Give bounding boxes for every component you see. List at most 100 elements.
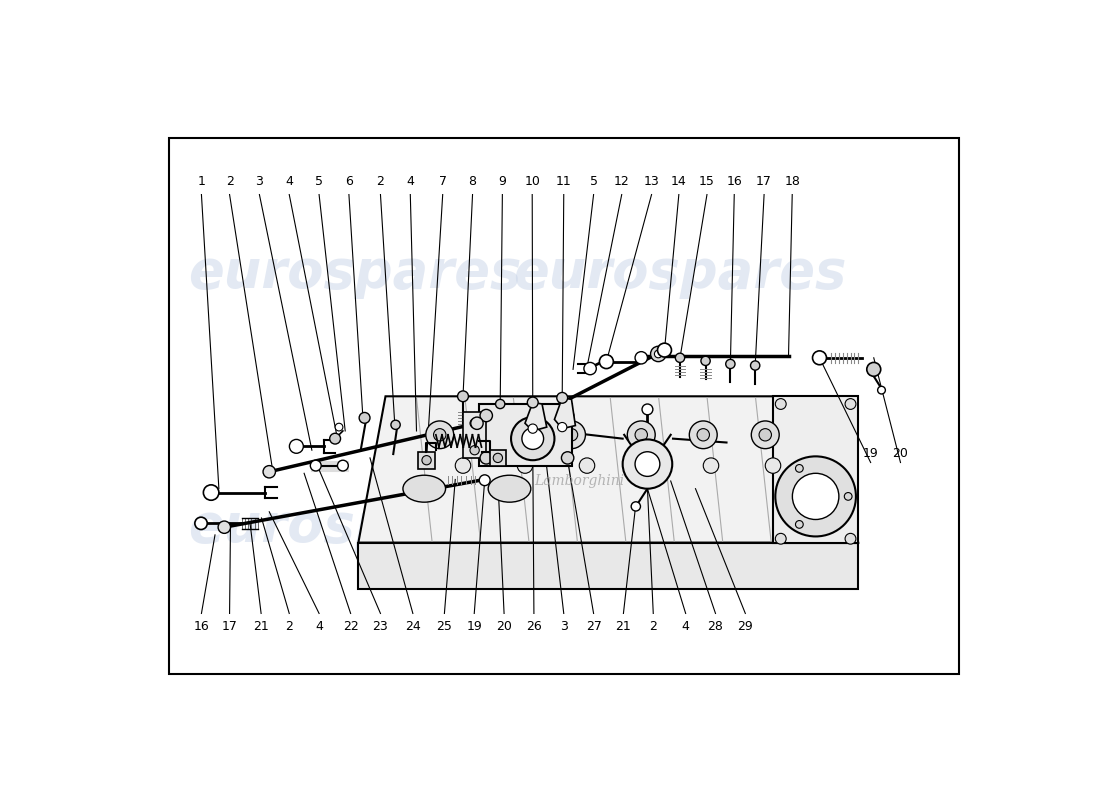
Text: 4: 4 bbox=[682, 619, 690, 633]
Circle shape bbox=[697, 429, 710, 441]
Circle shape bbox=[654, 350, 662, 358]
Text: 16: 16 bbox=[194, 619, 209, 633]
Circle shape bbox=[310, 460, 321, 471]
Text: 3: 3 bbox=[255, 175, 263, 188]
Circle shape bbox=[627, 421, 656, 449]
Circle shape bbox=[726, 359, 735, 369]
Circle shape bbox=[338, 460, 349, 471]
Text: 8: 8 bbox=[469, 175, 476, 188]
Circle shape bbox=[263, 466, 275, 478]
Circle shape bbox=[394, 423, 397, 426]
Polygon shape bbox=[359, 396, 858, 542]
Circle shape bbox=[776, 398, 786, 410]
Circle shape bbox=[558, 421, 585, 449]
Ellipse shape bbox=[488, 475, 531, 502]
Polygon shape bbox=[554, 398, 575, 429]
Bar bbox=[418, 452, 436, 469]
Circle shape bbox=[470, 418, 480, 428]
Circle shape bbox=[584, 362, 596, 374]
Circle shape bbox=[480, 452, 493, 464]
Circle shape bbox=[195, 517, 207, 530]
Text: 16: 16 bbox=[726, 175, 742, 188]
Bar bbox=[463, 412, 486, 458]
Circle shape bbox=[776, 534, 786, 544]
Bar bbox=[168, 138, 959, 674]
Text: 21: 21 bbox=[616, 619, 631, 633]
Text: 1: 1 bbox=[198, 175, 206, 188]
Circle shape bbox=[471, 417, 483, 430]
Circle shape bbox=[813, 351, 826, 365]
Circle shape bbox=[641, 458, 657, 474]
Text: 17: 17 bbox=[221, 619, 238, 633]
Circle shape bbox=[878, 386, 886, 394]
Circle shape bbox=[426, 421, 453, 449]
Text: 15: 15 bbox=[698, 175, 715, 188]
Text: 9: 9 bbox=[498, 175, 506, 188]
Circle shape bbox=[661, 347, 668, 353]
Circle shape bbox=[635, 429, 648, 441]
Circle shape bbox=[330, 434, 341, 444]
Circle shape bbox=[336, 423, 343, 431]
Text: 18: 18 bbox=[784, 175, 800, 188]
Text: 20: 20 bbox=[496, 619, 512, 633]
Text: 13: 13 bbox=[644, 175, 659, 188]
Circle shape bbox=[455, 458, 471, 474]
Circle shape bbox=[561, 452, 574, 464]
Text: 27: 27 bbox=[585, 619, 602, 633]
Text: 7: 7 bbox=[439, 175, 447, 188]
Circle shape bbox=[751, 421, 779, 449]
Circle shape bbox=[644, 460, 651, 468]
Text: eurospares: eurospares bbox=[188, 501, 521, 554]
Circle shape bbox=[623, 439, 672, 489]
Circle shape bbox=[561, 410, 574, 422]
Text: 2: 2 bbox=[226, 175, 233, 188]
Text: 25: 25 bbox=[437, 619, 452, 633]
Circle shape bbox=[845, 493, 853, 500]
Bar bbox=[491, 450, 506, 466]
Circle shape bbox=[603, 358, 609, 365]
Circle shape bbox=[816, 354, 823, 361]
Text: 19: 19 bbox=[466, 619, 482, 633]
Circle shape bbox=[517, 458, 532, 474]
Circle shape bbox=[390, 420, 400, 430]
Text: 12: 12 bbox=[614, 175, 629, 188]
Circle shape bbox=[650, 346, 667, 362]
Circle shape bbox=[690, 421, 717, 449]
Text: 2: 2 bbox=[376, 175, 384, 188]
Text: eurospares: eurospares bbox=[514, 247, 847, 299]
Text: 17: 17 bbox=[756, 175, 772, 188]
Bar bbox=[478, 404, 572, 466]
Text: 11: 11 bbox=[556, 175, 572, 188]
Circle shape bbox=[750, 361, 760, 370]
Circle shape bbox=[289, 439, 304, 454]
Circle shape bbox=[658, 343, 671, 357]
Circle shape bbox=[776, 456, 856, 537]
Circle shape bbox=[675, 353, 684, 362]
Circle shape bbox=[480, 410, 493, 422]
Text: 6: 6 bbox=[345, 175, 353, 188]
Circle shape bbox=[703, 458, 718, 474]
Circle shape bbox=[493, 454, 503, 462]
Text: Lamborghini: Lamborghini bbox=[535, 474, 625, 488]
Circle shape bbox=[529, 434, 537, 442]
Circle shape bbox=[635, 352, 648, 364]
Circle shape bbox=[512, 417, 554, 460]
Text: 20: 20 bbox=[892, 446, 909, 460]
Text: 14: 14 bbox=[671, 175, 686, 188]
Circle shape bbox=[635, 452, 660, 476]
Circle shape bbox=[557, 393, 568, 403]
Circle shape bbox=[867, 362, 881, 376]
Text: eurospares: eurospares bbox=[188, 247, 521, 299]
Circle shape bbox=[470, 446, 480, 455]
Circle shape bbox=[642, 404, 653, 414]
Bar bbox=[773, 396, 858, 542]
Text: 22: 22 bbox=[343, 619, 359, 633]
Text: 29: 29 bbox=[737, 619, 754, 633]
Circle shape bbox=[792, 474, 839, 519]
Circle shape bbox=[766, 458, 781, 474]
Circle shape bbox=[495, 429, 508, 441]
Circle shape bbox=[204, 485, 219, 500]
Circle shape bbox=[631, 502, 640, 511]
Polygon shape bbox=[359, 542, 858, 589]
Text: 10: 10 bbox=[525, 175, 540, 188]
